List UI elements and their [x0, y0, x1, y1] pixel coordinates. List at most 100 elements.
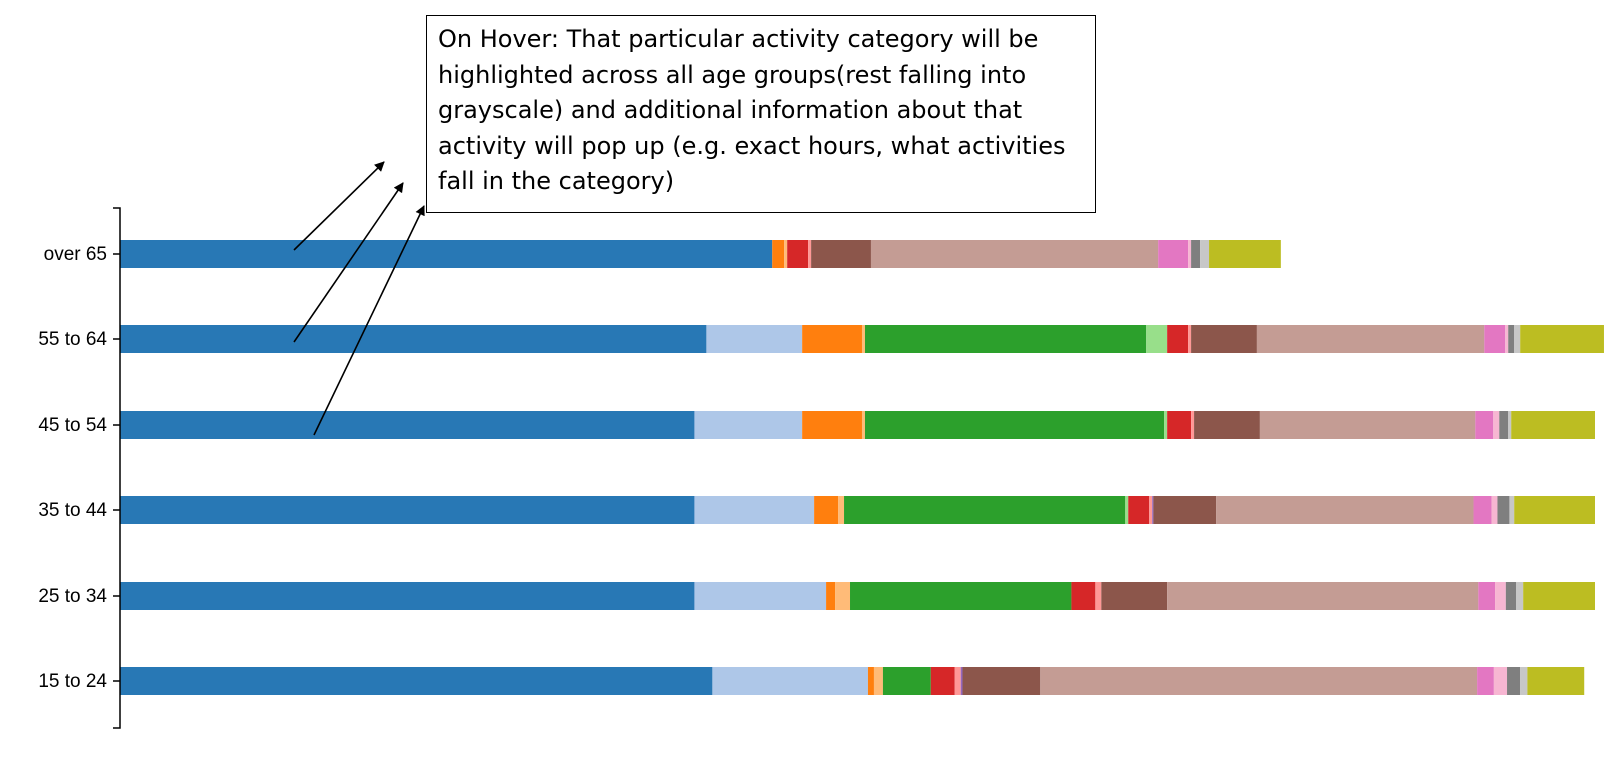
- annotation-arrows: [293, 161, 425, 436]
- y-tick-label: 25 to 34: [38, 586, 107, 607]
- bar-segment[interactable]: [1149, 496, 1153, 524]
- bar-segment[interactable]: [861, 411, 865, 439]
- bar-segment[interactable]: [1128, 496, 1150, 524]
- annotation-arrow: [293, 161, 385, 251]
- bar-segment[interactable]: [1508, 411, 1512, 439]
- bar-segment[interactable]: [706, 325, 803, 353]
- bar-segment[interactable]: [712, 667, 868, 695]
- bars-layer: [120, 240, 1604, 695]
- bar-segment[interactable]: [1125, 496, 1129, 524]
- bar-segment[interactable]: [1527, 667, 1585, 695]
- bar-segment[interactable]: [1514, 496, 1595, 524]
- y-tick-label: 55 to 64: [38, 329, 107, 350]
- bar-segment[interactable]: [835, 582, 851, 610]
- bar-segment[interactable]: [1191, 325, 1257, 353]
- bar-segment[interactable]: [1191, 411, 1195, 439]
- bar-segment[interactable]: [1484, 325, 1506, 353]
- bar-segment[interactable]: [1209, 240, 1281, 268]
- bar-segment[interactable]: [1259, 411, 1476, 439]
- bar-segment[interactable]: [814, 496, 839, 524]
- bar-segment[interactable]: [1152, 496, 1154, 524]
- bar-segment[interactable]: [694, 496, 815, 524]
- bar-segment[interactable]: [882, 667, 931, 695]
- bar-segment[interactable]: [960, 667, 963, 695]
- bar-segment[interactable]: [1216, 496, 1474, 524]
- bar-segment[interactable]: [1509, 496, 1515, 524]
- bar-segment[interactable]: [1101, 582, 1168, 610]
- bar-segment[interactable]: [120, 240, 773, 268]
- bar-segment[interactable]: [954, 667, 961, 695]
- bar-segment[interactable]: [850, 582, 1072, 610]
- bar-segment[interactable]: [870, 240, 1159, 268]
- bar-segment[interactable]: [861, 325, 865, 353]
- bar-segment[interactable]: [1505, 325, 1509, 353]
- bar-segment[interactable]: [1493, 667, 1508, 695]
- bar-segment[interactable]: [826, 582, 836, 610]
- bar-segment[interactable]: [1153, 496, 1217, 524]
- annotation-box: On Hover: That particular activity categ…: [426, 15, 1096, 213]
- bar-segment[interactable]: [1200, 240, 1210, 268]
- annotation-arrow: [313, 205, 425, 436]
- bar-segment[interactable]: [1523, 582, 1595, 610]
- bar-segment[interactable]: [1505, 582, 1517, 610]
- bar-segment[interactable]: [1194, 411, 1260, 439]
- bar-segment[interactable]: [784, 240, 788, 268]
- annotation-text: On Hover: That particular activity categ…: [438, 25, 1066, 195]
- bar-segment[interactable]: [864, 411, 1165, 439]
- bar-segment[interactable]: [1520, 325, 1604, 353]
- bar-segment[interactable]: [1475, 411, 1494, 439]
- bar-segment[interactable]: [873, 667, 883, 695]
- y-axis: over 65 55 to 64 45 to 54 35 to 44 25 to 34 1…: [38, 207, 121, 729]
- bar-segment[interactable]: [1491, 496, 1498, 524]
- bar-segment[interactable]: [864, 325, 1147, 353]
- bar-segment[interactable]: [1499, 411, 1509, 439]
- bar-segment[interactable]: [1146, 325, 1168, 353]
- bar-segment[interactable]: [1071, 582, 1096, 610]
- annotation-arrow: [293, 182, 404, 343]
- bar-segment[interactable]: [808, 240, 812, 268]
- bar-segment[interactable]: [1511, 411, 1595, 439]
- bar-segment[interactable]: [1516, 582, 1524, 610]
- bar-segment[interactable]: [802, 325, 862, 353]
- bar-segment[interactable]: [838, 496, 845, 524]
- bar-segment[interactable]: [1495, 582, 1506, 610]
- bar-segment[interactable]: [811, 240, 871, 268]
- bar-segment[interactable]: [120, 667, 713, 695]
- bar-segment[interactable]: [694, 582, 827, 610]
- bar-segment[interactable]: [1164, 411, 1168, 439]
- bar-segment[interactable]: [1493, 411, 1500, 439]
- bar-segment[interactable]: [1508, 325, 1515, 353]
- y-tick-label: 15 to 24: [38, 671, 107, 692]
- bar-segment[interactable]: [1520, 667, 1528, 695]
- bar-segment[interactable]: [1167, 582, 1479, 610]
- bar-segment[interactable]: [772, 240, 785, 268]
- bar-segment[interactable]: [120, 411, 695, 439]
- bar-segment[interactable]: [1478, 582, 1496, 610]
- bar-segment[interactable]: [844, 496, 1126, 524]
- bar-segment[interactable]: [802, 411, 862, 439]
- bar-segment[interactable]: [1158, 240, 1189, 268]
- bar-segment[interactable]: [930, 667, 955, 695]
- bar-segment[interactable]: [1188, 325, 1192, 353]
- bar-segment[interactable]: [120, 496, 695, 524]
- bar-segment[interactable]: [1167, 411, 1192, 439]
- bar-segment[interactable]: [1188, 240, 1192, 268]
- bar-segment[interactable]: [787, 240, 809, 268]
- bar-segment[interactable]: [1191, 240, 1201, 268]
- bar-segment[interactable]: [1514, 325, 1521, 353]
- bar-segment[interactable]: [962, 667, 1041, 695]
- bar-segment[interactable]: [1256, 325, 1485, 353]
- y-axis-line: [113, 207, 121, 729]
- bar-segment[interactable]: [1497, 496, 1510, 524]
- y-tick-label: over 65: [44, 244, 107, 265]
- bar-segment[interactable]: [1477, 667, 1494, 695]
- bar-segment[interactable]: [1507, 667, 1521, 695]
- bar-segment[interactable]: [120, 582, 695, 610]
- bar-segment[interactable]: [1040, 667, 1478, 695]
- bar-segment[interactable]: [1095, 582, 1102, 610]
- bar-segment[interactable]: [867, 667, 874, 695]
- bar-segment[interactable]: [1167, 325, 1189, 353]
- bar-segment[interactable]: [694, 411, 803, 439]
- bar-segment[interactable]: [1473, 496, 1492, 524]
- bar-segment[interactable]: [120, 325, 707, 353]
